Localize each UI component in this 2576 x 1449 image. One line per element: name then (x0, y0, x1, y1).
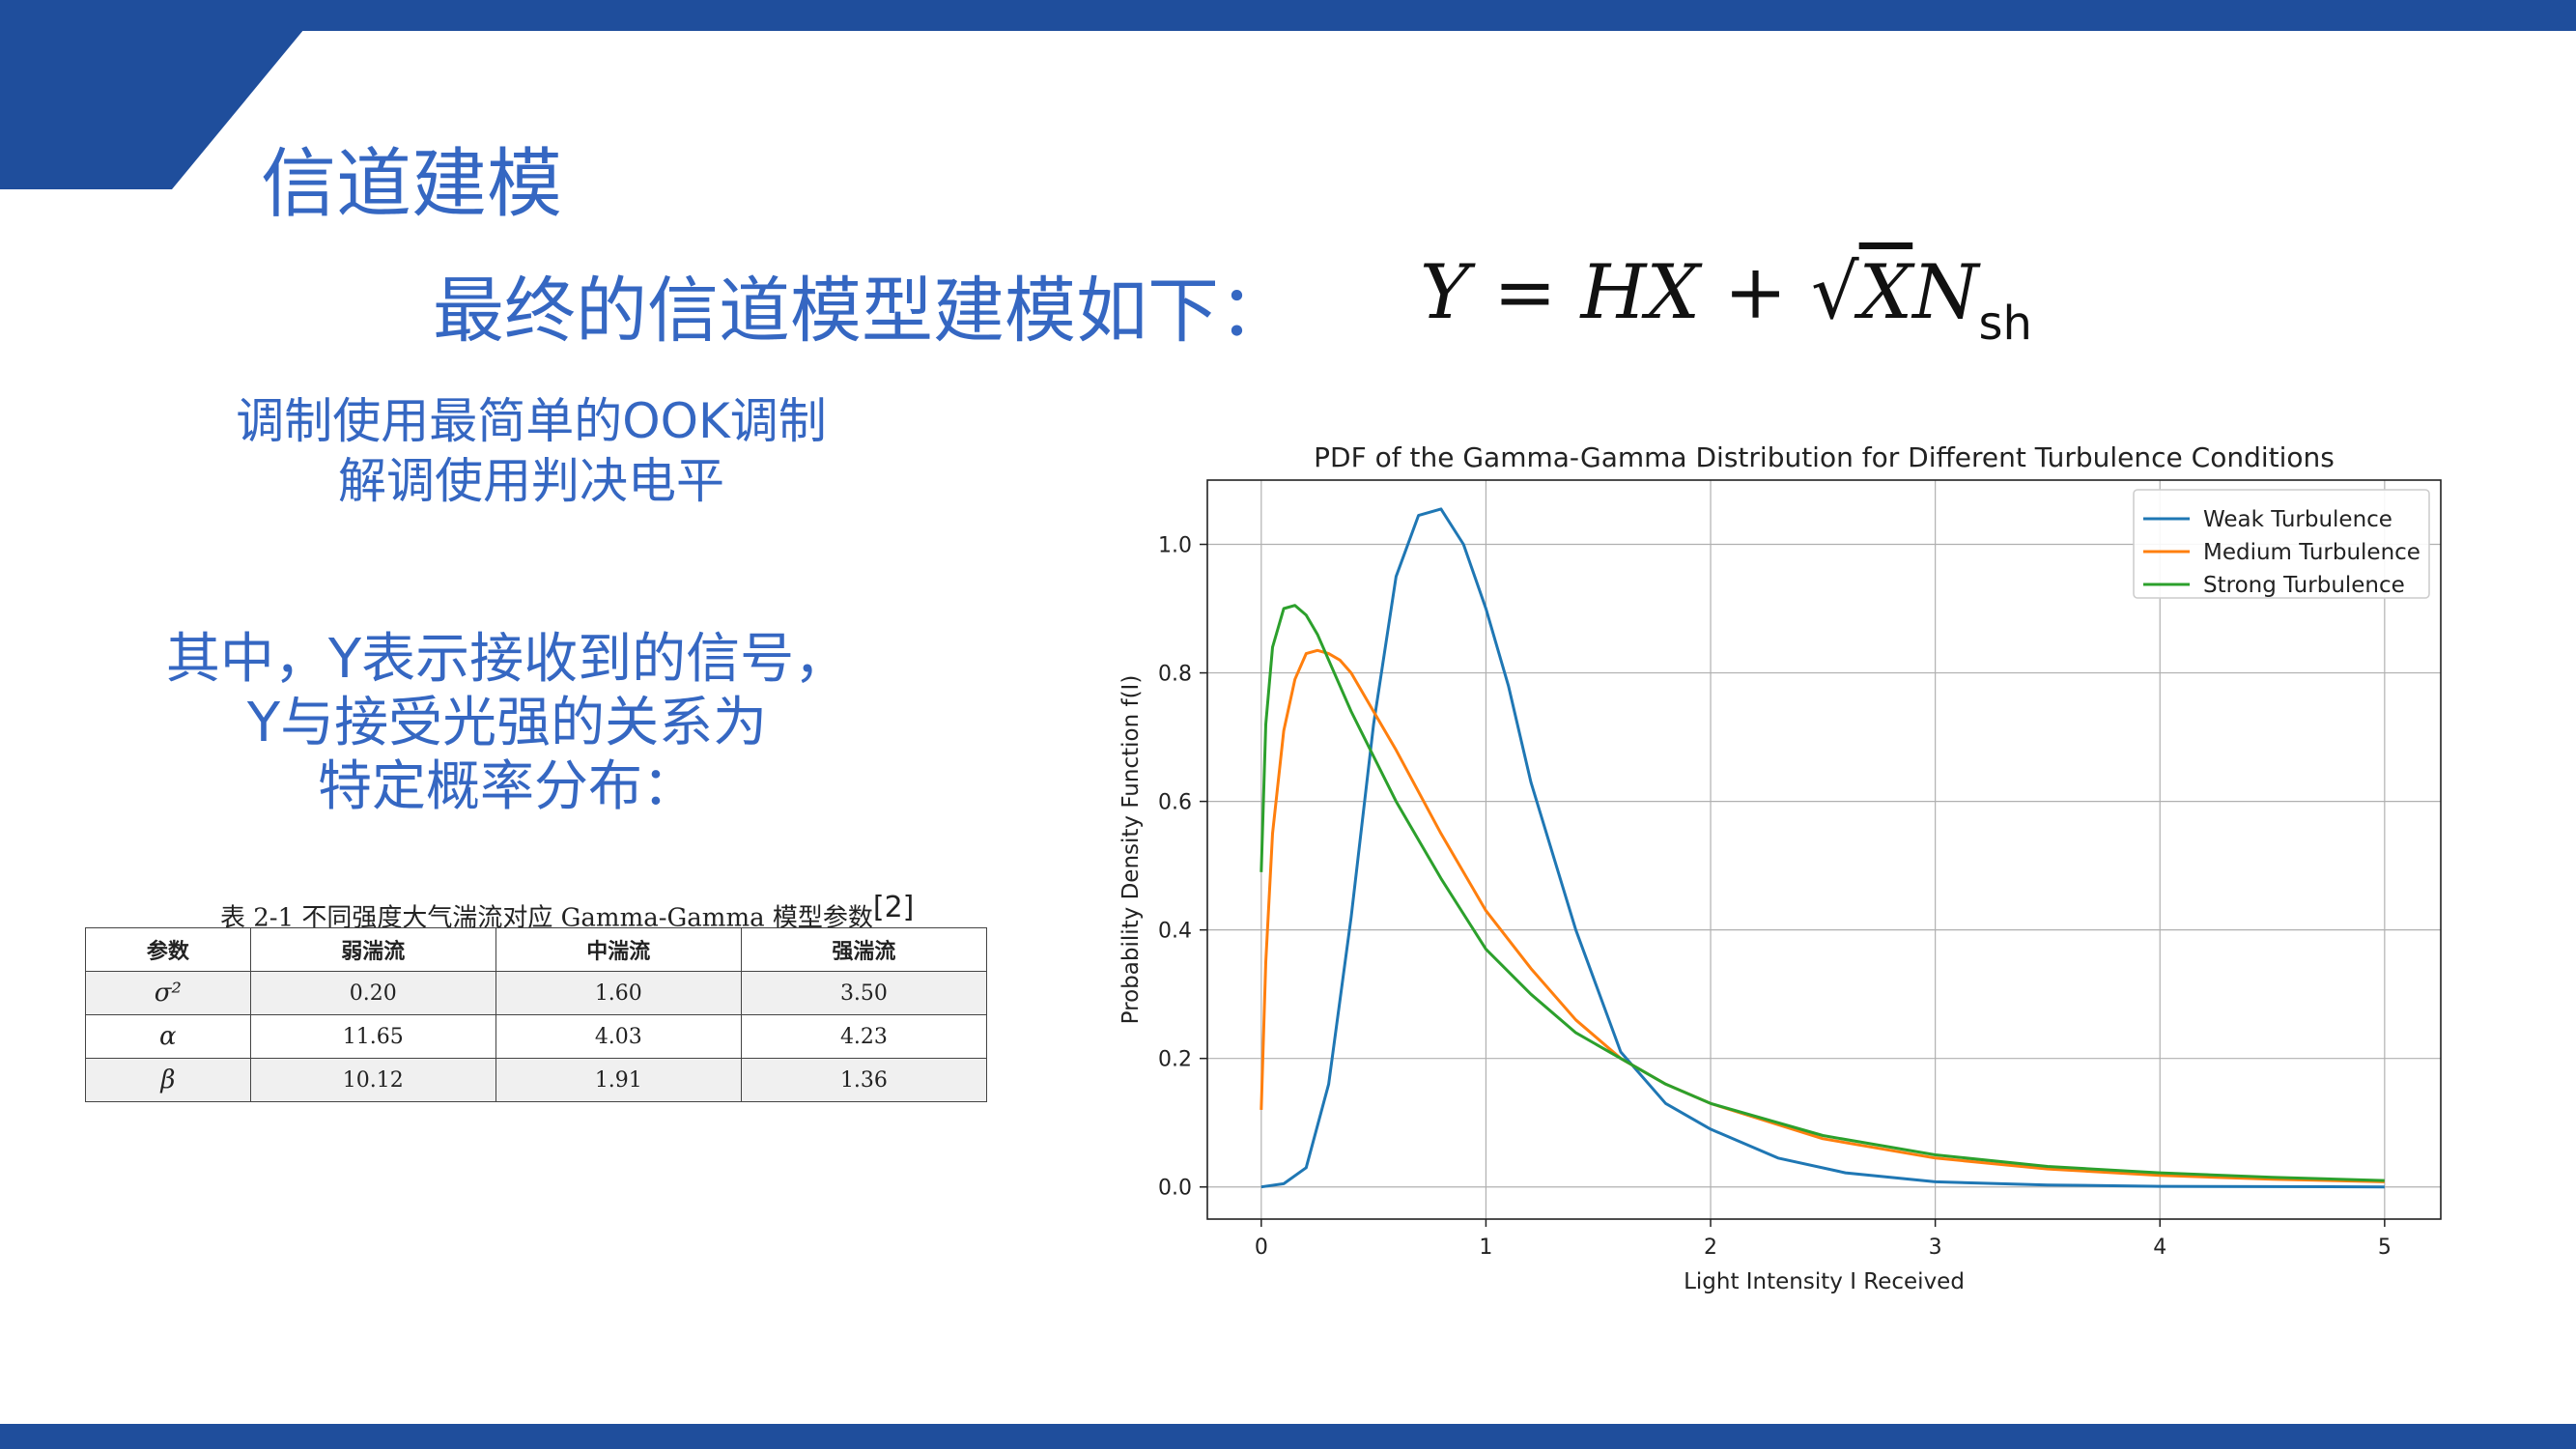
slide-title: 信道建模 (261, 141, 563, 228)
table-header-row: 参数 弱湍流 中湍流 强湍流 (85, 927, 988, 972)
x-tick-label: 5 (2378, 1236, 2392, 1260)
y-tick-label: 0.0 (1158, 1177, 1192, 1201)
corner-decoration (0, 29, 304, 189)
channel-formula: Y = HX + √XNsh (1420, 249, 2032, 351)
y-tick-label: 0.4 (1158, 920, 1192, 944)
y-tick-label: 0.6 (1158, 791, 1192, 815)
chart-title: PDF of the Gamma-Gamma Distribution for … (1314, 441, 2335, 473)
parameter-table: 参数 弱湍流 中湍流 强湍流 σ² 0.20 1.60 3.50 α 11.65… (85, 927, 988, 1102)
strong-cell: 3.50 (740, 971, 988, 1015)
table-caption-ref: [2] (872, 891, 915, 924)
series-line-2 (1260, 604, 2385, 1182)
formula-lhs: Y (1420, 249, 1470, 336)
modulation-line-2: 解调使用判决电平 (338, 453, 724, 509)
y-tick-label: 0.2 (1158, 1048, 1192, 1072)
description-line-2: Y与接受光强的关系为 (246, 692, 768, 754)
x-tick-label: 1 (1479, 1236, 1492, 1260)
x-tick-label: 2 (1704, 1236, 1717, 1260)
x-tick-label: 3 (1929, 1236, 1942, 1260)
formula-equals: = (1493, 249, 1557, 336)
gamma-gamma-pdf-chart: 0 1 2 3 4 5 0.0 0.2 0.4 0.6 0.8 1.0 PDF of the Gamma… (1118, 441, 2442, 1294)
medium-cell: 4.03 (495, 1014, 742, 1059)
table-row: α 11.65 4.03 4.23 (85, 1014, 988, 1059)
header-medium: 中湍流 (495, 927, 742, 972)
series-line-0 (1260, 507, 2385, 1189)
formula-sqrt-arg: X (1858, 249, 1913, 336)
x-tick-label: 0 (1255, 1236, 1268, 1260)
param-cell: β (85, 1058, 251, 1102)
medium-cell: 1.91 (495, 1058, 742, 1102)
series-line-1 (1260, 648, 2385, 1183)
formula-hx: HX (1580, 249, 1701, 336)
medium-cell: 1.60 (495, 971, 742, 1015)
description-line-3: 特定概率分布： (318, 755, 696, 818)
weak-cell: 0.20 (249, 971, 496, 1015)
table-row: σ² 0.20 1.60 3.50 (85, 971, 988, 1015)
weak-cell: 11.65 (249, 1014, 496, 1059)
legend-label: Medium Turbulence (2203, 540, 2420, 565)
formula-n-sub: sh (1978, 297, 2032, 351)
description-line-1: 其中，Y表示接收到的信号， (165, 628, 849, 691)
y-tick-label: 0.8 (1158, 663, 1192, 687)
header-strong: 强湍流 (740, 927, 988, 972)
table-row: β 10.12 1.91 1.36 (85, 1058, 988, 1102)
strong-cell: 1.36 (740, 1058, 988, 1102)
bottom-accent-bar (0, 1424, 2576, 1449)
weak-cell: 10.12 (249, 1058, 496, 1102)
param-cell: σ² (85, 971, 251, 1015)
y-axis-label: Probability Density Function f(I) (1118, 675, 1144, 1025)
plot-frame (1206, 479, 2442, 1220)
modulation-text: 调制使用最简单的OOK调制 解调使用判决电平 (212, 391, 850, 511)
strong-cell: 4.23 (740, 1014, 988, 1059)
x-tick-label: 4 (2153, 1236, 2166, 1260)
modulation-line-1: 调制使用最简单的OOK调制 (236, 393, 827, 449)
slide-subtitle: 最终的信道模型建模如下： (433, 270, 1290, 353)
top-accent-bar (0, 0, 2576, 31)
legend-label: Strong Turbulence (2203, 573, 2405, 598)
header-param: 参数 (85, 927, 251, 972)
header-weak: 弱湍流 (249, 927, 496, 972)
sqrt-symbol: √ (1810, 249, 1859, 336)
formula-plus: + (1723, 249, 1788, 336)
legend-box (2133, 489, 2430, 599)
x-axis-label: Light Intensity I Received (1684, 1269, 1965, 1294)
param-cell: α (85, 1014, 251, 1059)
legend-label: Weak Turbulence (2203, 507, 2392, 532)
formula-n: N (1912, 249, 1979, 336)
description-text: 其中，Y表示接收到的信号， Y与接受光强的关系为 特定概率分布： (145, 628, 869, 819)
y-tick-label: 1.0 (1158, 534, 1192, 558)
